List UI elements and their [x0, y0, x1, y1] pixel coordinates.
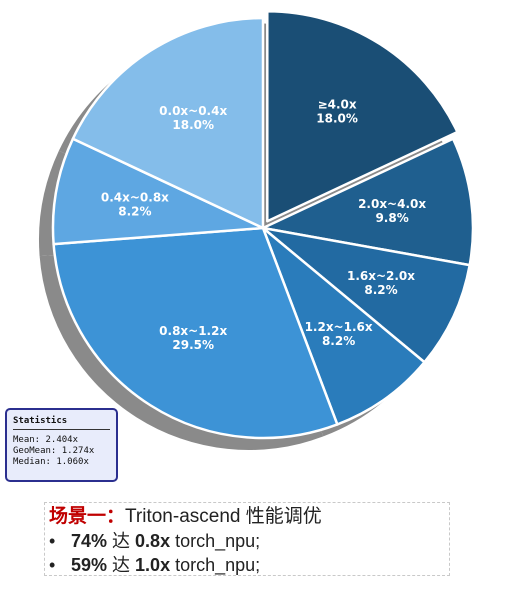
stat-median: Median: 1.060x	[13, 457, 89, 467]
slice-label: 0.8x~1.2x	[159, 324, 227, 338]
slice-percent: 18.0%	[172, 118, 214, 132]
slice-percent: 18.0%	[316, 111, 358, 125]
scenario-box: 场景一：Triton-ascend 性能调优 • 74% 达 0.8x torch…	[44, 502, 450, 576]
stat-mean: Mean: 2.404x	[13, 435, 79, 445]
bullet-rest: torch_npu;	[170, 531, 261, 551]
bullet-mid: 达	[107, 555, 136, 575]
bullet-mid: 达	[107, 531, 136, 551]
slice-percent: 29.5%	[172, 338, 214, 352]
bullet-percent: 59%	[71, 555, 108, 575]
bullet-item: • 74% 达 0.8x torch_npu;	[49, 529, 445, 553]
stat-geomean: GeoMean: 1.274x	[13, 446, 95, 456]
bullet-rest: torch_npu;	[170, 555, 261, 575]
pie-chart: ≥4.0x18.0%2.0x~4.0x9.8%1.6x~2.0x8.2%1.2x…	[38, 10, 475, 451]
bullet-item: • 59% 达 1.0x torch_npu;	[49, 553, 445, 577]
pie-slices	[51, 10, 475, 440]
bullet-target: 0.8x	[135, 531, 171, 551]
statistics-title: Statistics	[13, 416, 110, 430]
scenario-title: 场景一：Triton-ascend 性能调优	[49, 505, 445, 529]
slice-label: 0.0x~0.4x	[159, 104, 227, 118]
scenario-title-text: Triton-ascend 性能调优	[125, 506, 322, 527]
slice-label: ≥4.0x	[318, 97, 357, 111]
slice-label: 1.2x~1.6x	[305, 320, 373, 334]
pie-slice	[71, 16, 265, 230]
slice-percent: 8.2%	[322, 334, 355, 348]
pie-slice	[261, 226, 426, 426]
slice-percent: 9.8%	[375, 211, 408, 225]
bullet-dot: •	[49, 555, 56, 575]
slice-label: 0.4x~0.8x	[101, 191, 169, 205]
pie-labels: ≥4.0x18.0%2.0x~4.0x9.8%1.6x~2.0x8.2%1.2x…	[101, 97, 427, 352]
pie-slice	[266, 10, 459, 223]
pie-slice	[51, 137, 265, 246]
slice-label: 1.6x~2.0x	[347, 269, 415, 283]
bullet-target: 1.0x	[135, 555, 171, 575]
bullet-percent: 74%	[71, 531, 108, 551]
slice-label: 2.0x~4.0x	[358, 197, 426, 211]
scenario-title-prefix: 场景一：	[49, 506, 126, 527]
bullet-dot: •	[49, 531, 56, 551]
pie-slice	[261, 137, 475, 267]
slice-percent: 8.2%	[118, 205, 151, 219]
pie-slice	[52, 226, 339, 440]
statistics-box: Statistics Mean: 2.404x GeoMean: 1.274x …	[5, 408, 118, 482]
slice-percent: 8.2%	[364, 283, 397, 297]
pie-slice	[261, 226, 471, 364]
